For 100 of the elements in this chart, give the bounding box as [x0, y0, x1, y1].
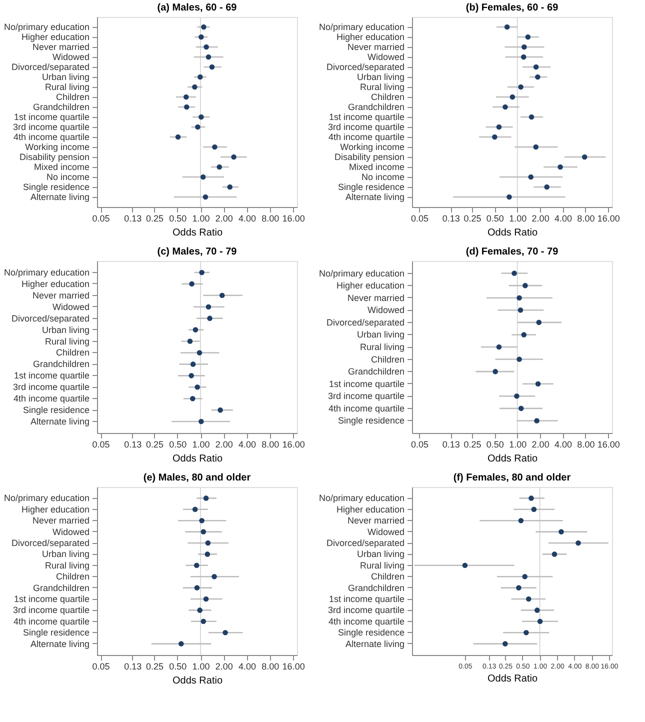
y-tick-label: 4th income quartile	[13, 394, 90, 404]
x-tick-label: 0.13	[442, 214, 460, 224]
x-tick-label: 4.00	[238, 214, 256, 224]
y-tick-label: Urban living	[42, 549, 90, 560]
y-tick-label: Never married	[347, 292, 404, 303]
y-tick-label: Rural living	[360, 560, 404, 570]
x-axis-title: Odds Ratio	[487, 228, 538, 238]
x-tick-label: 16.00	[282, 214, 305, 224]
y-tick-label: Children	[370, 572, 404, 582]
y-tick-label: Working income	[340, 142, 404, 152]
x-tick-label: 4.00	[238, 662, 256, 672]
chart-title: (a) Males, 60 - 69	[157, 2, 238, 14]
x-tick-label: 0.05	[411, 214, 429, 224]
x-tick-label: 0.05	[92, 214, 110, 224]
point	[204, 44, 209, 50]
y-tick-label: Single residence	[338, 416, 404, 426]
y-tick-label: Grandchildren	[32, 582, 90, 593]
x-tick-label: 0.50	[169, 662, 187, 672]
y-tick-label: Never married	[32, 42, 90, 52]
y-tick-label: No/primary education	[318, 22, 404, 32]
x-axis-title: Odds Ratio	[172, 676, 223, 686]
y-tick-label: Disability pension	[19, 152, 90, 162]
y-tick-label: Divorced/separated	[326, 62, 404, 72]
x-tick-label: 0.25	[146, 214, 164, 224]
y-tick-label: No/primary education	[318, 493, 404, 504]
y-tick-label: Single residence	[22, 628, 90, 638]
x-tick-label: 0.13	[124, 440, 142, 450]
x-tick-label: 2.00	[215, 662, 233, 672]
x-tick-label: 0.13	[442, 440, 460, 450]
y-tick-label: Children	[370, 354, 404, 364]
point	[518, 406, 524, 412]
y-tick-label: Single residence	[338, 628, 404, 638]
chart-title: (f) Females, 80 and older	[453, 472, 571, 484]
x-tick-label: 16.00	[282, 440, 305, 450]
y-tick-label: Never married	[32, 290, 90, 300]
x-tick-label: 0.50	[486, 214, 504, 224]
y-tick-label: 4th income quartile	[13, 132, 90, 142]
y-tick-label: Higher education	[21, 504, 90, 514]
y-tick-label: No/primary education	[4, 267, 90, 278]
chart-title: (d) Females, 70 - 79	[466, 246, 559, 258]
point	[514, 394, 520, 399]
y-tick-label: Higher education	[336, 32, 404, 42]
point	[195, 124, 200, 130]
y-tick-label: Higher education	[336, 504, 404, 514]
y-tick-label: 1st income quartile	[14, 370, 90, 381]
y-tick-label: Alternate living	[30, 192, 90, 202]
point	[200, 174, 206, 180]
point	[206, 54, 212, 60]
y-tick-label: 3rd income quartile	[328, 122, 404, 132]
x-tick-label: 0.05	[92, 662, 110, 672]
point	[518, 308, 524, 313]
point	[512, 270, 517, 276]
point	[516, 295, 522, 300]
x-tick-label: 0.50	[169, 214, 187, 224]
x-axis-title: Odds Ratio	[172, 228, 223, 238]
y-tick-label: 4th income quartile	[328, 616, 404, 626]
x-tick-label: 2.00	[215, 214, 233, 224]
y-tick-label: Urban living	[42, 72, 90, 82]
y-tick-label: Alternate living	[345, 192, 404, 202]
y-tick-label: 1st income quartile	[328, 594, 404, 604]
x-tick-label: 0.50	[486, 440, 504, 450]
point	[194, 585, 200, 590]
y-tick-label: Mixed income	[34, 162, 90, 172]
y-tick-label: Widowed	[52, 526, 90, 537]
x-tick-label: 8.00	[262, 662, 280, 672]
y-tick-label: Grandchildren	[348, 102, 404, 112]
y-tick-label: Higher education	[21, 32, 90, 42]
y-tick-label: Urban living	[356, 72, 404, 82]
x-tick-label: 16.00	[282, 662, 305, 672]
x-tick-label: 2.00	[532, 440, 550, 450]
y-tick-label: Divorced/separated	[11, 313, 90, 324]
y-tick-label: Widowed	[367, 526, 404, 537]
y-tick-label: No/primary education	[4, 493, 90, 504]
point	[535, 381, 541, 386]
x-tick-label: 0.13	[124, 662, 142, 672]
point	[203, 596, 209, 602]
y-tick-label: Rural living	[360, 342, 404, 352]
y-tick-label: Never married	[347, 516, 404, 526]
y-tick-label: No income	[361, 172, 404, 182]
point	[205, 540, 211, 546]
y-tick-label: Single residence	[22, 182, 90, 192]
y-tick-label: Children	[56, 92, 90, 102]
y-tick-label: Alternate living	[345, 638, 404, 649]
point	[536, 320, 542, 326]
point	[198, 34, 204, 40]
y-tick-label: Urban living	[356, 330, 404, 340]
y-tick-label: Never married	[32, 516, 90, 526]
y-tick-label: Working income	[25, 142, 90, 152]
y-tick-label: 4th income quartile	[328, 132, 404, 142]
y-tick-label: No/primary education	[4, 22, 90, 32]
y-tick-label: Widowed	[367, 52, 404, 62]
y-tick-label: No income	[46, 172, 90, 182]
x-tick-label: 8.00	[577, 214, 595, 224]
y-tick-label: Disability pension	[334, 152, 404, 162]
y-tick-label: 1st income quartile	[14, 594, 90, 604]
x-axis-title: Odds Ratio	[487, 674, 538, 684]
x-tick-label: 4.00	[554, 440, 572, 450]
point	[209, 64, 215, 70]
point	[201, 24, 206, 30]
y-tick-label: Children	[56, 572, 90, 582]
